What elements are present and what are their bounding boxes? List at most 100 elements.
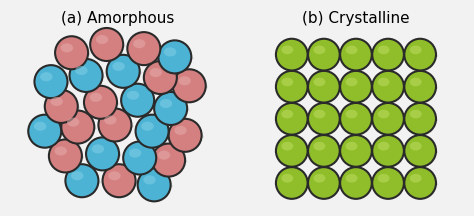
Ellipse shape	[282, 78, 293, 86]
Circle shape	[121, 84, 154, 117]
Ellipse shape	[149, 68, 162, 77]
Ellipse shape	[346, 174, 357, 183]
Ellipse shape	[87, 151, 121, 159]
Ellipse shape	[378, 110, 390, 118]
Circle shape	[49, 140, 82, 172]
Ellipse shape	[56, 50, 91, 58]
Ellipse shape	[85, 100, 119, 108]
Circle shape	[372, 103, 404, 135]
Ellipse shape	[313, 142, 325, 151]
Ellipse shape	[92, 144, 104, 154]
Ellipse shape	[127, 91, 139, 100]
Circle shape	[102, 164, 136, 197]
Circle shape	[276, 103, 308, 135]
Ellipse shape	[309, 180, 342, 188]
Ellipse shape	[145, 75, 179, 83]
Circle shape	[308, 135, 340, 167]
Circle shape	[372, 135, 404, 167]
Circle shape	[152, 144, 185, 177]
Ellipse shape	[153, 157, 188, 165]
Ellipse shape	[313, 46, 325, 54]
Ellipse shape	[346, 142, 357, 151]
Circle shape	[308, 39, 340, 70]
Circle shape	[308, 103, 340, 135]
Ellipse shape	[34, 122, 46, 131]
Circle shape	[61, 111, 94, 144]
Ellipse shape	[341, 116, 374, 124]
Ellipse shape	[90, 93, 102, 102]
Ellipse shape	[35, 79, 70, 87]
Title: (b) Crystalline: (b) Crystalline	[302, 11, 410, 26]
Ellipse shape	[405, 148, 438, 156]
Ellipse shape	[128, 46, 163, 54]
Ellipse shape	[405, 180, 438, 188]
Circle shape	[70, 59, 102, 92]
Circle shape	[276, 167, 308, 199]
Circle shape	[28, 115, 61, 148]
Ellipse shape	[138, 182, 173, 190]
Ellipse shape	[346, 110, 357, 118]
Ellipse shape	[282, 110, 293, 118]
Circle shape	[308, 167, 340, 199]
Circle shape	[404, 135, 436, 167]
Ellipse shape	[309, 52, 342, 60]
Ellipse shape	[160, 99, 172, 108]
Ellipse shape	[50, 153, 84, 161]
Circle shape	[308, 71, 340, 103]
Ellipse shape	[309, 84, 342, 92]
Circle shape	[340, 39, 372, 70]
Ellipse shape	[378, 78, 390, 86]
Circle shape	[137, 168, 171, 201]
Ellipse shape	[70, 73, 105, 81]
Ellipse shape	[313, 78, 325, 86]
Ellipse shape	[137, 128, 171, 137]
Ellipse shape	[410, 46, 422, 54]
Circle shape	[154, 92, 187, 125]
Ellipse shape	[108, 171, 121, 180]
Ellipse shape	[373, 84, 406, 92]
Ellipse shape	[378, 142, 390, 151]
Circle shape	[340, 167, 372, 199]
Ellipse shape	[108, 68, 142, 77]
Ellipse shape	[378, 46, 390, 54]
Circle shape	[404, 167, 436, 199]
Ellipse shape	[405, 52, 438, 60]
Title: (a) Amorphous: (a) Amorphous	[61, 11, 175, 26]
Ellipse shape	[410, 78, 422, 86]
Circle shape	[169, 119, 201, 152]
Ellipse shape	[169, 132, 204, 141]
Circle shape	[55, 36, 88, 69]
Circle shape	[340, 71, 372, 103]
Ellipse shape	[99, 122, 134, 130]
Ellipse shape	[282, 174, 293, 183]
Ellipse shape	[50, 97, 63, 106]
Ellipse shape	[133, 39, 146, 48]
Ellipse shape	[62, 124, 97, 132]
Ellipse shape	[378, 174, 390, 183]
Ellipse shape	[405, 84, 438, 92]
Circle shape	[86, 137, 119, 170]
Circle shape	[404, 71, 436, 103]
Ellipse shape	[104, 116, 117, 125]
Ellipse shape	[346, 46, 357, 54]
Ellipse shape	[341, 148, 374, 156]
Ellipse shape	[29, 128, 64, 137]
Circle shape	[340, 135, 372, 167]
Ellipse shape	[103, 178, 138, 186]
Circle shape	[372, 167, 404, 199]
Ellipse shape	[143, 175, 156, 184]
Ellipse shape	[410, 110, 422, 118]
Ellipse shape	[373, 180, 406, 188]
Circle shape	[123, 141, 156, 175]
Ellipse shape	[341, 180, 374, 188]
Ellipse shape	[173, 83, 208, 91]
Ellipse shape	[277, 84, 310, 92]
Ellipse shape	[67, 118, 79, 127]
Ellipse shape	[373, 116, 406, 124]
Ellipse shape	[373, 148, 406, 156]
Ellipse shape	[277, 148, 310, 156]
Circle shape	[65, 164, 99, 197]
Ellipse shape	[410, 142, 422, 151]
Circle shape	[35, 65, 67, 98]
Ellipse shape	[46, 104, 80, 112]
